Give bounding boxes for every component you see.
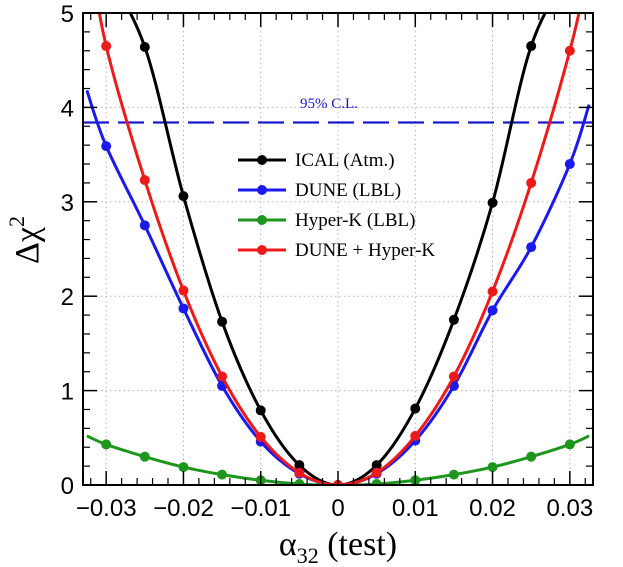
x-axis-title-main: α — [279, 526, 297, 563]
data-point — [255, 405, 266, 416]
data-point — [294, 467, 305, 478]
y-axis-title-main: Δχ — [9, 227, 46, 264]
y-axis-title: Δχ2 — [4, 216, 46, 264]
legend-swatch-marker — [257, 245, 267, 255]
data-point — [487, 462, 498, 473]
data-point — [371, 467, 382, 478]
data-point — [448, 469, 459, 480]
data-point — [294, 460, 305, 471]
legend-label: DUNE (LBL) — [295, 180, 401, 201]
x-axis-title: α32 (test) — [279, 526, 397, 567]
y-tick-label: 5 — [61, 1, 74, 28]
data-point — [526, 242, 537, 253]
legend-entry: DUNE (LBL) — [238, 180, 401, 201]
y-tick-label: 2 — [61, 284, 74, 311]
series-line — [128, 13, 547, 485]
data-point — [178, 285, 189, 296]
data-point — [139, 175, 150, 186]
axis-tick-labels: −0.03 −0.02 −0.01 0 0.01 0.02 0.03 0 1 2 3 4 5 — [61, 1, 594, 522]
axis-ticks — [83, 12, 593, 486]
y-tick-label: 4 — [61, 95, 74, 122]
legend-swatch-marker — [257, 215, 267, 225]
data-point — [178, 191, 189, 202]
x-tick-label: −0.03 — [76, 495, 137, 522]
y-tick-label: 1 — [61, 379, 74, 406]
data-point — [139, 220, 150, 231]
y-tick-label: 3 — [61, 190, 74, 217]
data-point — [448, 371, 459, 382]
data-point — [487, 197, 498, 208]
legend-swatch-marker — [257, 155, 267, 165]
data-point — [217, 371, 228, 382]
y-tick-label: 0 — [61, 473, 74, 500]
data-point — [487, 305, 498, 316]
legend-label: DUNE + Hyper-K — [295, 240, 435, 261]
x-tick-label: −0.01 — [230, 495, 291, 522]
data-point — [564, 439, 575, 450]
x-tick-label: 0.03 — [546, 495, 593, 522]
data-point — [101, 141, 112, 152]
data-point — [526, 41, 537, 52]
x-axis-title-suffix: (test) — [319, 526, 397, 563]
legend-entry: DUNE + Hyper-K — [238, 240, 435, 261]
data-point — [294, 479, 305, 485]
data-point — [410, 403, 421, 414]
data-point — [448, 314, 459, 325]
x-tick-label: 0 — [331, 495, 344, 522]
data-point — [564, 159, 575, 170]
data-point — [178, 462, 189, 473]
data-point — [410, 430, 421, 441]
data-point — [371, 460, 382, 471]
legend-label: ICAL (Atm.) — [295, 150, 395, 171]
data-point — [255, 431, 266, 442]
data-point — [564, 45, 575, 56]
data-point — [371, 479, 382, 485]
data-point — [526, 177, 537, 188]
data-point — [217, 316, 228, 327]
series-3 — [86, 434, 590, 485]
series-line — [86, 434, 590, 485]
data-point — [487, 286, 498, 297]
x-tick-label: 0.01 — [392, 495, 439, 522]
x-axis-title-subscript: 32 — [297, 543, 319, 567]
data-point — [526, 451, 537, 462]
legend: ICAL (Atm.) DUNE (LBL) Hyper-K (LBL) DUNE +… — [238, 150, 435, 261]
legend-entry: ICAL (Atm.) — [238, 150, 395, 171]
data-point — [139, 41, 150, 52]
data-point — [217, 469, 228, 480]
y-axis-title-superscript: 2 — [4, 216, 29, 227]
data-point — [178, 303, 189, 314]
data-point — [139, 451, 150, 462]
x-tick-label: −0.02 — [153, 495, 214, 522]
legend-label: Hyper-K (LBL) — [295, 210, 415, 231]
legend-swatch-marker — [257, 185, 267, 195]
legend-entry: Hyper-K (LBL) — [238, 210, 415, 231]
cl-label: 95% C.L. — [300, 96, 358, 112]
data-point — [101, 439, 112, 450]
x-tick-label: 0.02 — [469, 495, 516, 522]
data-point — [101, 41, 112, 52]
